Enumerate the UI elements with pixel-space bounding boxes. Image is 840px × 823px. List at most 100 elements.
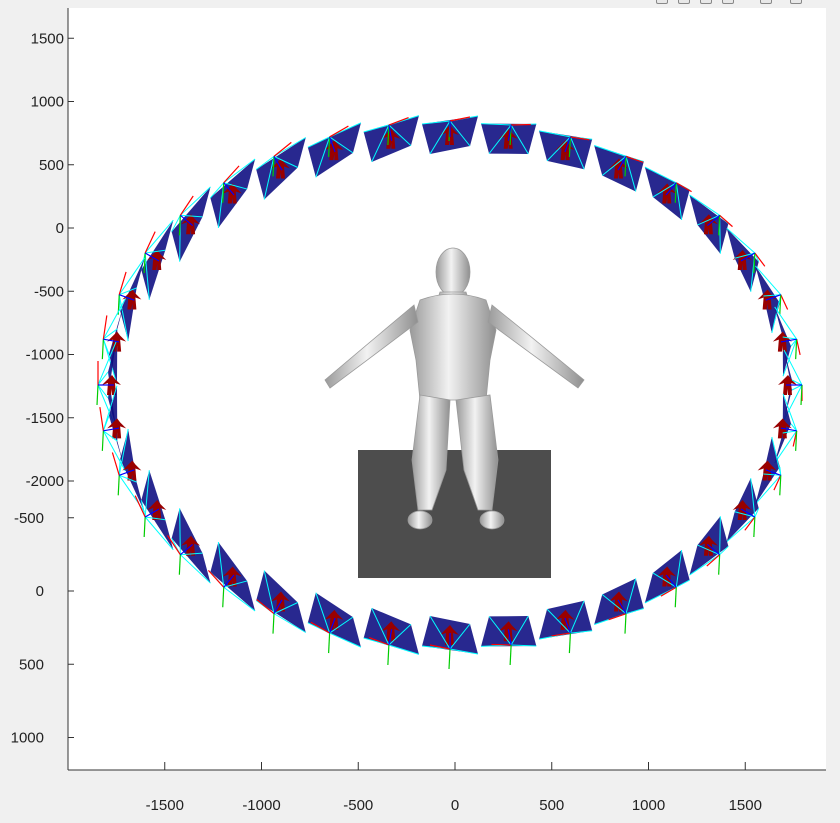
frustum-edge	[363, 124, 390, 133]
frustum-edge	[750, 478, 756, 518]
frustum-edge	[180, 186, 211, 216]
camera-y-axis	[568, 633, 571, 654]
frustum-edge	[601, 155, 627, 176]
frustum-edge	[171, 215, 181, 232]
frustum-edge	[488, 124, 512, 154]
frustum-edge	[217, 542, 225, 588]
y-tick-label: -500	[34, 283, 64, 300]
frustum-edge	[675, 550, 683, 588]
camera-x-axis	[99, 407, 104, 431]
camera-x-axis	[773, 475, 782, 491]
frustum-edge	[719, 545, 729, 556]
camera-frustum	[772, 393, 798, 464]
frustum-edge	[546, 608, 571, 634]
frustum-edge	[273, 155, 298, 168]
camera-y-axis	[222, 182, 225, 203]
camera-frustum	[166, 508, 211, 584]
data-cursor-icon[interactable]	[760, 0, 772, 4]
camera-frustum	[726, 478, 760, 543]
home-icon[interactable]	[790, 0, 802, 4]
x-tick-label: -1500	[146, 797, 184, 814]
camera-y-axis	[779, 294, 782, 315]
camera-x-axis	[429, 644, 451, 650]
camera-y-axis	[387, 644, 390, 666]
rotate-icon[interactable]	[722, 0, 734, 4]
frustum-edge	[449, 623, 471, 650]
camera-y-axis	[328, 136, 331, 157]
camera-frustum	[134, 470, 174, 551]
camera-x-axis	[551, 632, 571, 637]
camera-frustum	[307, 122, 362, 178]
camera-frustum	[538, 130, 593, 170]
axes: -1500 -1000 -500 0 500 1000 1500 1500 1000 500 0 -5…	[11, 8, 826, 814]
camera-y-axis	[117, 475, 120, 496]
camera-frustum	[778, 349, 803, 421]
camera-z-axis	[707, 214, 721, 227]
frustum-edge	[782, 430, 797, 434]
camera-frustum	[140, 219, 174, 300]
x-tick-label: 500	[539, 797, 564, 814]
y-tick-label: -1000	[26, 347, 64, 364]
camera-y-axis	[328, 633, 331, 654]
y-tick-label: 500	[19, 656, 44, 673]
frustum-edge	[119, 474, 137, 483]
camera-x-axis	[491, 643, 512, 646]
figure-toolbar	[650, 0, 830, 4]
camera-frustum	[644, 550, 690, 608]
camera-z-axis	[765, 469, 781, 476]
camera-z-axis	[617, 156, 627, 171]
frustum-edge	[782, 336, 797, 340]
camera-x-axis	[179, 195, 194, 216]
camera-x-axis	[388, 116, 409, 126]
frustum-edge	[774, 306, 798, 340]
camera-x-axis	[608, 613, 627, 621]
frustum-edge	[763, 473, 781, 476]
camera-x-axis	[511, 123, 531, 126]
camera-z-axis	[273, 599, 283, 614]
frustum-edge	[689, 194, 720, 216]
camera-frustum	[755, 436, 782, 505]
zoom-in-icon[interactable]	[656, 0, 668, 4]
frustum-edge	[569, 136, 585, 170]
camera-x-axis	[102, 315, 108, 340]
frustum-edge	[625, 156, 637, 192]
camera-z-axis	[507, 124, 512, 141]
y-tick-label: 0	[56, 220, 64, 237]
frustum-edge	[315, 592, 331, 634]
frustum-edge	[697, 544, 720, 556]
frustum-edge	[511, 644, 537, 647]
camera-y-axis	[800, 384, 803, 406]
camera-y-axis	[795, 339, 798, 360]
frustum-edge	[734, 511, 755, 518]
y-tick-label: -500	[14, 510, 44, 527]
frustum-edge	[371, 607, 390, 646]
camera-y-axis	[568, 136, 571, 157]
camera-x-axis	[675, 182, 692, 193]
frustum-edge	[329, 632, 362, 648]
camera-z-axis	[740, 508, 756, 518]
frustum-edge	[263, 156, 275, 200]
camera-frustum	[421, 615, 479, 670]
frustum-edge	[144, 516, 174, 551]
frustum-edge	[652, 572, 677, 588]
camera-x-axis	[118, 271, 127, 295]
camera-x-axis	[310, 621, 330, 634]
camera-z-axis	[564, 136, 571, 153]
camera-z-axis	[564, 617, 571, 634]
frustum-edge	[97, 384, 109, 399]
pan-icon[interactable]	[700, 0, 712, 4]
y-tick-label: 500	[39, 157, 64, 174]
camera-z-axis	[780, 427, 797, 432]
y-tick-label: 0	[36, 583, 44, 600]
frustum-edge	[601, 594, 627, 615]
frustum-edge	[675, 182, 683, 220]
camera-y-axis	[718, 554, 721, 575]
frustum-edge	[102, 339, 118, 385]
floor-plane	[358, 450, 551, 578]
camera-frustum	[481, 123, 537, 155]
frustum-edge	[429, 120, 451, 155]
camera-x-axis	[449, 116, 471, 122]
camera-x-axis	[570, 136, 590, 141]
zoom-out-icon[interactable]	[678, 0, 690, 4]
